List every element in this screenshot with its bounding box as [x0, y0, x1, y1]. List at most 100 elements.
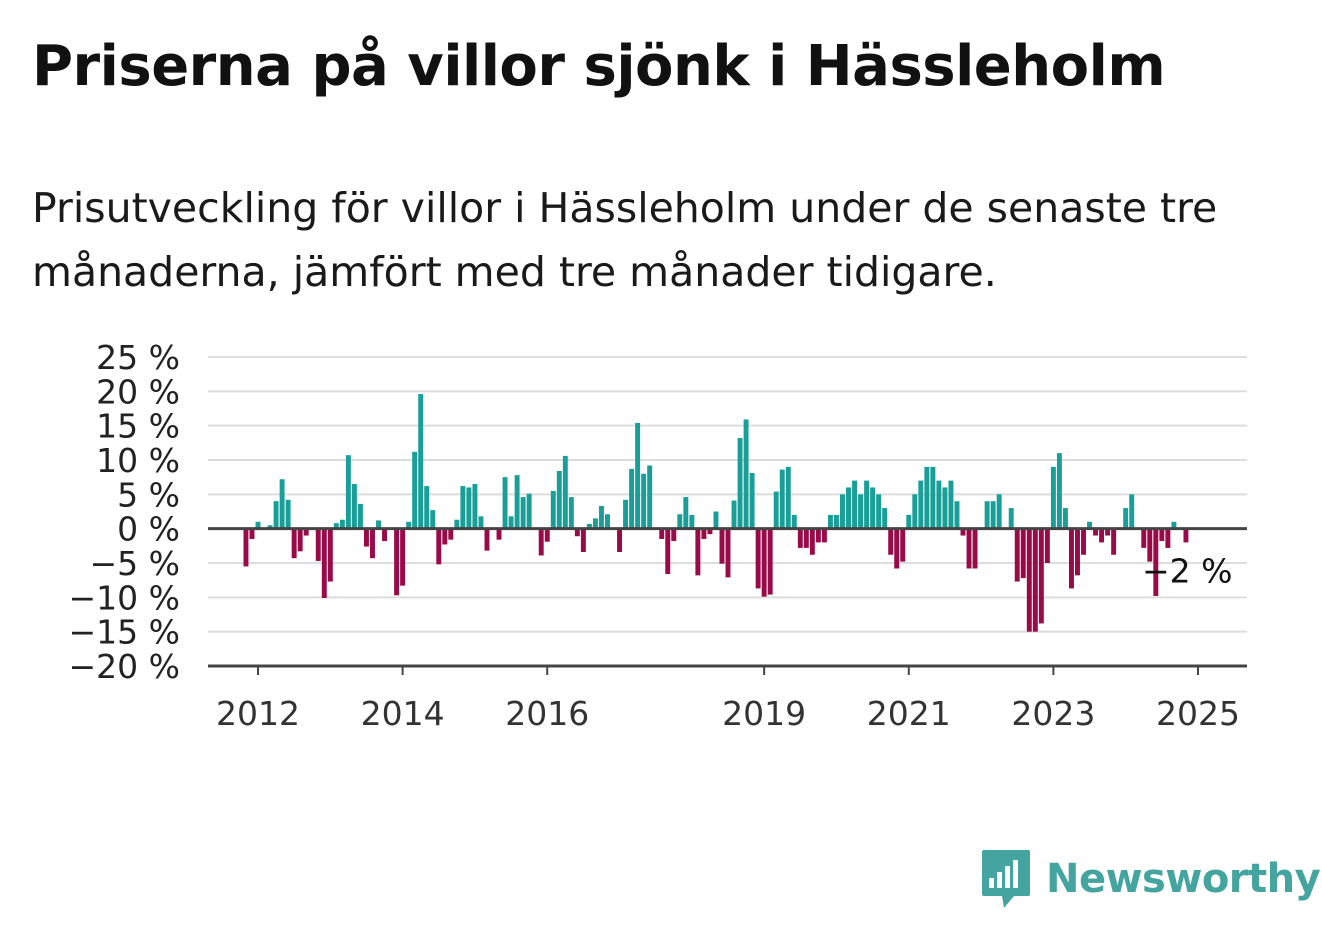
bar	[448, 528, 454, 540]
x-tick-label: 2025	[1156, 694, 1240, 733]
x-tick-label: 2016	[505, 694, 589, 733]
bar	[930, 466, 936, 529]
bar	[629, 468, 635, 529]
bar	[990, 501, 996, 529]
axes	[208, 527, 1247, 675]
gridlines	[208, 356, 1247, 633]
bar	[864, 480, 870, 529]
bar	[544, 528, 550, 542]
bar	[852, 480, 858, 529]
bar	[623, 499, 629, 529]
bar	[400, 528, 406, 586]
bar	[1014, 528, 1020, 582]
newsworthy-logo-icon	[982, 850, 1030, 908]
bar	[948, 480, 954, 529]
bar	[363, 528, 369, 547]
y-tick-label: 0 %	[117, 510, 180, 549]
bar	[520, 497, 526, 529]
bar	[888, 528, 894, 555]
x-tick-labels: 2012 2014 2016 2019 2021 2023 2025	[216, 694, 1240, 733]
bar	[912, 494, 918, 529]
bar	[1141, 528, 1147, 548]
bar	[454, 519, 460, 529]
bar	[767, 528, 773, 595]
brand-name: Newsworthy	[1046, 856, 1321, 902]
bar	[701, 528, 707, 539]
bar	[1159, 528, 1165, 542]
bar	[496, 528, 502, 540]
bar	[1087, 521, 1093, 529]
bar	[894, 528, 900, 569]
y-tick-label: 20 %	[96, 372, 180, 411]
bar	[972, 528, 978, 569]
x-tick-label: 2012	[216, 694, 300, 733]
bar	[1099, 528, 1105, 543]
bar	[954, 501, 960, 529]
bar	[797, 528, 803, 548]
bar	[550, 490, 556, 529]
bar	[713, 511, 719, 529]
bar	[1026, 528, 1032, 632]
bar	[761, 528, 767, 597]
bar	[833, 514, 839, 529]
y-tick-label: −15 %	[69, 613, 181, 652]
bar	[285, 499, 291, 529]
bar	[731, 500, 737, 529]
bar	[345, 455, 351, 529]
bar	[1171, 521, 1177, 529]
bar	[580, 528, 586, 553]
newsworthy-logo[interactable]: Newsworthy	[980, 848, 1321, 910]
bar	[574, 528, 580, 537]
bar	[846, 487, 851, 529]
bar	[1165, 528, 1171, 548]
bar	[1056, 453, 1062, 529]
bar	[785, 466, 791, 529]
bar	[243, 528, 249, 567]
bar	[1105, 528, 1111, 536]
bar	[538, 528, 544, 556]
bar	[255, 521, 261, 529]
bar	[1008, 508, 1014, 529]
bar	[906, 514, 912, 529]
y-tick-label: −5 %	[90, 544, 181, 583]
bar	[514, 475, 520, 529]
chart-subtitle: Prisutveckling för villor i Hässleholm u…	[32, 184, 1218, 296]
y-tick-label: −10 %	[69, 578, 181, 617]
bar	[1147, 528, 1153, 562]
bar	[442, 528, 448, 545]
x-tick-label: 2014	[361, 694, 445, 733]
bar	[297, 528, 303, 552]
bar	[671, 528, 677, 542]
bar	[827, 514, 833, 529]
bar	[418, 394, 424, 529]
y-tick-label: 10 %	[96, 441, 180, 480]
bar	[749, 473, 755, 529]
bar	[984, 501, 990, 529]
bar	[1111, 528, 1117, 555]
bar	[502, 477, 508, 529]
bar	[858, 494, 864, 529]
bar	[773, 491, 779, 529]
bar	[779, 469, 785, 529]
bar-chart: 25 %20 %15 %10 %5 %0 %−5 %−10 %−15 %−20 …	[69, 338, 1247, 733]
bar	[647, 465, 653, 529]
bar	[918, 480, 924, 529]
bar	[568, 497, 574, 529]
bar	[1032, 528, 1038, 632]
bar	[665, 528, 671, 574]
bar	[870, 487, 876, 529]
x-tick-label: 2023	[1011, 694, 1095, 733]
bar	[815, 528, 821, 543]
bar	[821, 528, 827, 543]
bar	[339, 519, 345, 529]
y-tick-label: 15 %	[96, 407, 180, 446]
y-tick-label: 5 %	[117, 475, 180, 514]
bar	[484, 528, 490, 551]
y-tick-label: −20 %	[69, 647, 181, 686]
bar	[460, 486, 466, 529]
bar	[683, 497, 689, 529]
bar	[315, 528, 321, 561]
bar	[1050, 466, 1056, 529]
bar	[526, 493, 532, 529]
last-value-annotation: −2 %	[1142, 551, 1233, 590]
